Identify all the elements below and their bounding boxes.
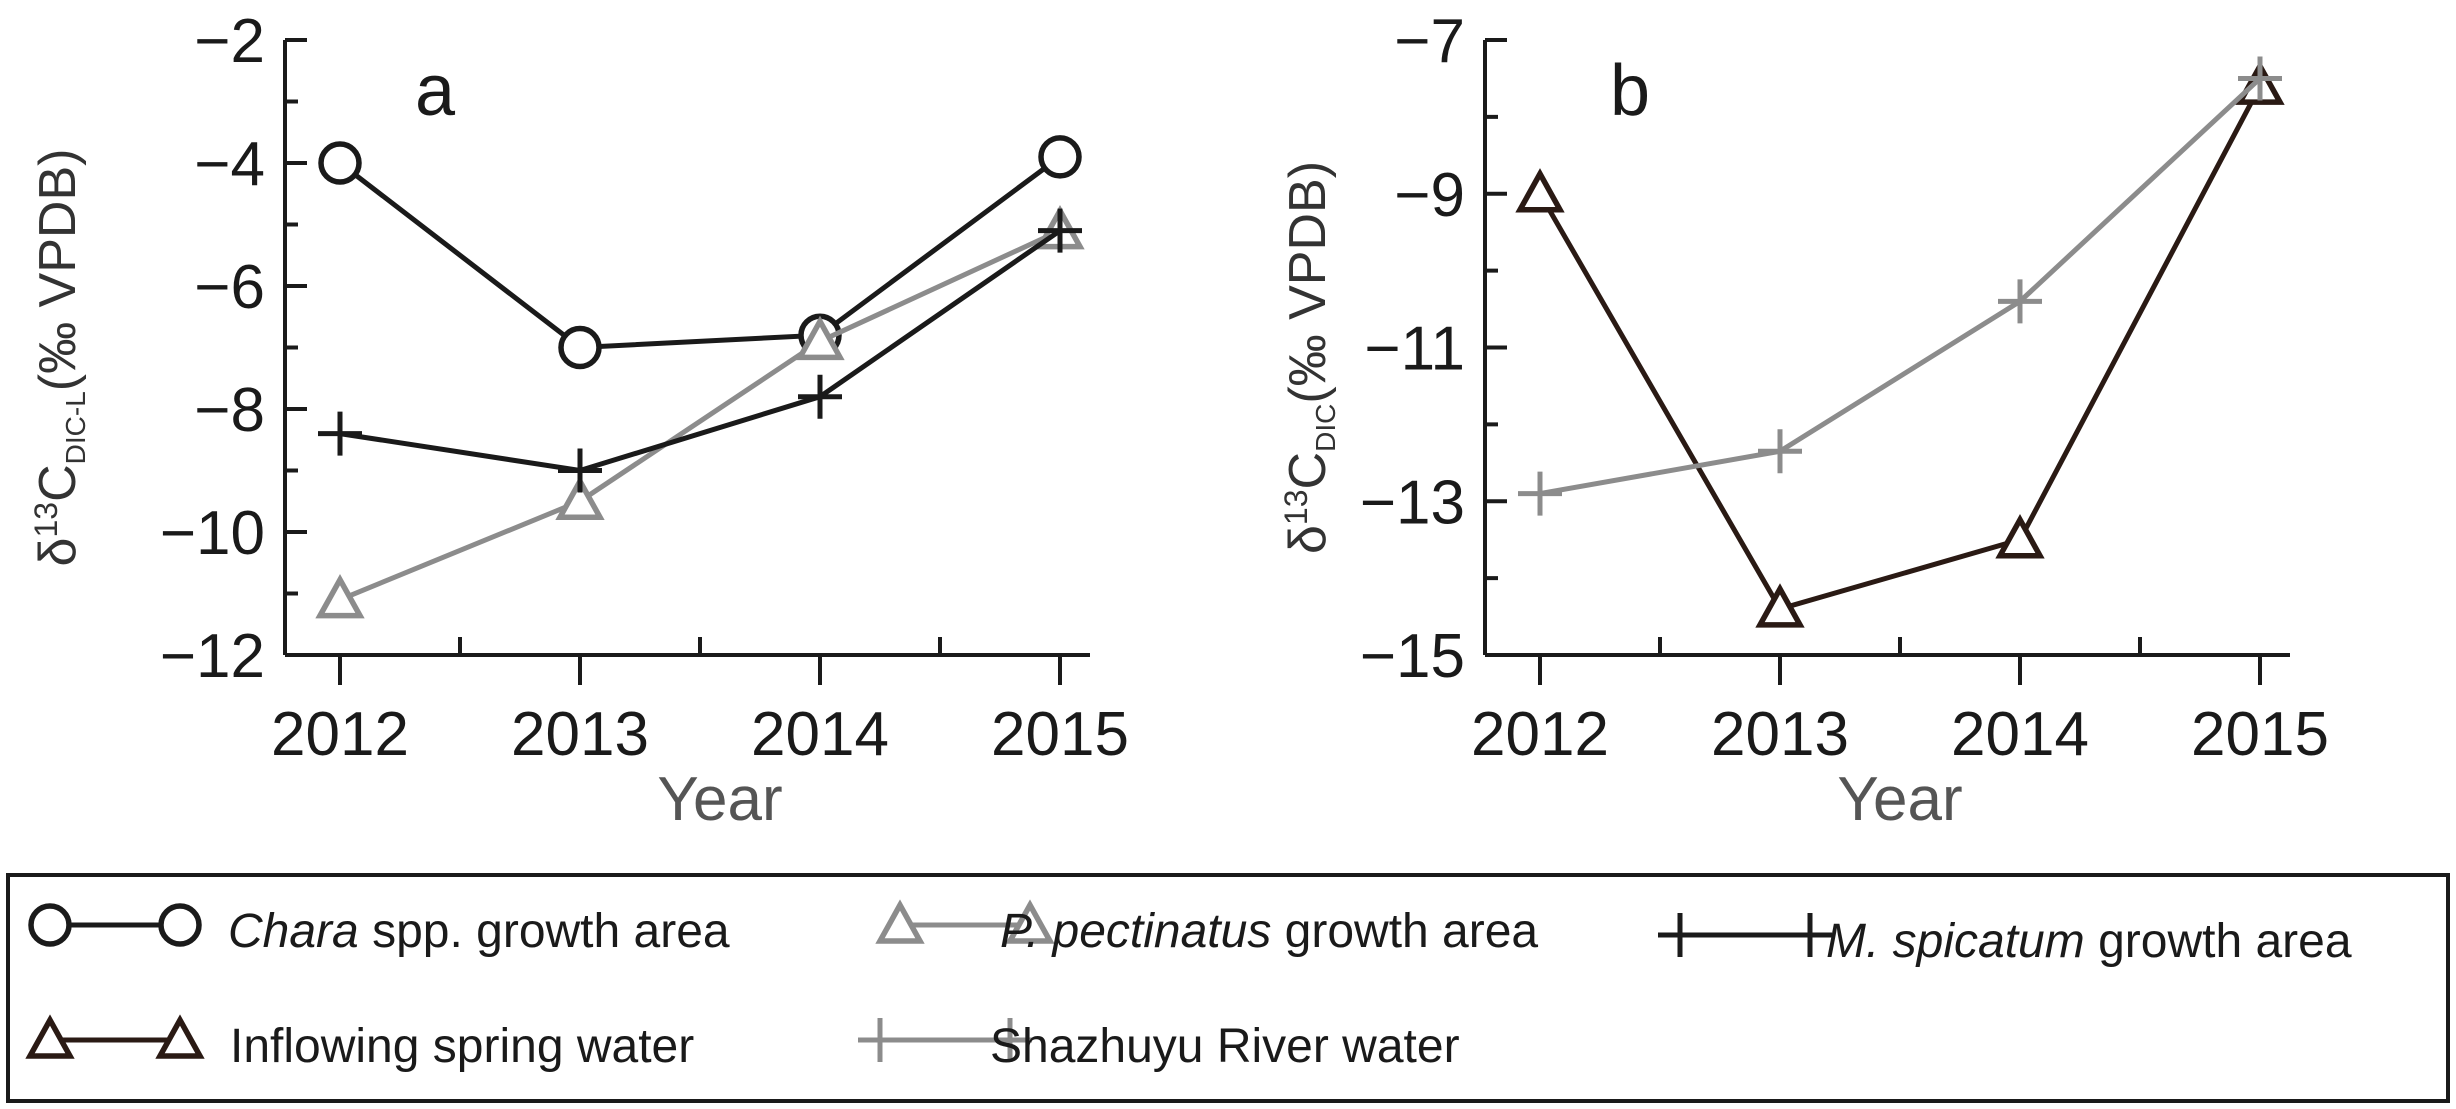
legend: Chara spp. growth area P. pectinatus grow… [6, 873, 2450, 1103]
x-axis-title: Year [1837, 765, 1962, 834]
x-tick-label: 2014 [1951, 700, 2089, 769]
legend-entry-1: P. pectinatus growth area [875, 899, 1538, 958]
legend-marker [1788, 913, 1832, 957]
y-tick-label: −15 [1360, 622, 1465, 691]
x-tick-label: 2015 [2191, 700, 2329, 769]
y-tick-label: −7 [1394, 7, 1465, 76]
y-title-delta: δ [1279, 525, 1337, 554]
series-plus-1 [1518, 56, 2282, 516]
y-title-main: C [1279, 452, 1337, 490]
legend-label-text: spp. growth area [359, 905, 730, 958]
legend-label-text: Shazhuyu River water [990, 1020, 1460, 1073]
y-title-sup: 13 [1278, 489, 1314, 525]
data-point [315, 573, 365, 619]
legend-label: P. pectinatus growth area [1000, 905, 1538, 958]
data-point [318, 141, 362, 185]
data-point [318, 411, 362, 456]
data-point [1995, 514, 2045, 559]
data-point [795, 315, 845, 361]
y-title-unit: (‰ VPDB) [1279, 161, 1337, 404]
data-point [798, 374, 842, 419]
legend-label-text: growth area [1271, 905, 1538, 958]
panel-label: b [1610, 51, 1650, 131]
legend-label-italic: M. spicatum [1826, 915, 2085, 968]
y-tick-label: −12 [160, 622, 265, 691]
x-axis-title: Year [657, 765, 782, 834]
data-point [558, 325, 602, 370]
legend-marker [1658, 913, 1702, 957]
legend-label-text: Inflowing spring water [230, 1020, 694, 1073]
legend-label-italic: Chara [228, 905, 359, 958]
legend-marker [858, 1018, 902, 1062]
panel-b: −15 −13 −11 −9 −7 2012 2013 2014 2015 Year δ13CDIC… [1278, 7, 2329, 834]
legend-entry-3: Inflowing spring water [25, 1014, 694, 1073]
series-triangle-0 [1515, 60, 2285, 628]
y-title-delta: δ [29, 538, 87, 567]
x-tick-label: 2014 [751, 700, 889, 769]
y-title-sup: 13 [28, 502, 64, 538]
x-tick-label: 2015 [991, 700, 1129, 769]
y-axis-title: δ13CDIC(‰ VPDB) [1278, 161, 1341, 554]
panel-label: a [415, 51, 456, 131]
y-tick-label: −8 [194, 376, 265, 445]
legend-marker [988, 1018, 1032, 1062]
y-title-sub: DIC-L [60, 391, 91, 464]
series-line [1537, 84, 2263, 612]
y-tick-label: −2 [194, 7, 265, 76]
legend-entry-4: Shazhuyu River water [858, 1018, 1460, 1073]
legend-label-text: growth area [2085, 915, 2352, 968]
y-tick-label: −11 [1364, 315, 1465, 384]
data-point [1518, 471, 1562, 516]
y-tick-label: −4 [194, 130, 265, 199]
x-tick-label: 2012 [1471, 700, 1609, 769]
series-line [339, 228, 1062, 602]
data-point [1758, 429, 1802, 474]
legend-label-italic: P. pectinatus [1000, 905, 1271, 958]
series-plus-2 [318, 208, 1082, 493]
legend-marker [155, 1014, 205, 1059]
y-tick-label: −9 [1394, 161, 1465, 230]
legend-marker [875, 899, 925, 944]
legend-entry-0: Chara spp. growth area [28, 903, 730, 958]
data-point [1515, 168, 1565, 213]
x-tick-label: 2013 [511, 700, 649, 769]
legend-marker [158, 903, 202, 947]
series-line [338, 154, 1062, 351]
series-triangle-1 [315, 204, 1085, 619]
y-tick-label: −10 [160, 499, 265, 568]
data-point [1755, 583, 1805, 628]
y-tick-label: −6 [194, 253, 265, 322]
legend-label: Chara spp. growth area [228, 905, 730, 958]
legend-marker [28, 903, 72, 947]
y-title-sub: DIC [1310, 404, 1341, 452]
data-point [558, 448, 602, 493]
series-circle-0 [318, 135, 1082, 370]
data-point [1038, 208, 1082, 253]
legend-label: Shazhuyu River water [990, 1020, 1460, 1073]
legend-box [6, 873, 2450, 1103]
legend-entry-2: M. spicatum growth area [1658, 913, 2352, 968]
y-axis-title: δ13CDIC-L(‰ VPDB) [28, 149, 91, 567]
data-point [555, 475, 605, 520]
panel-a: −12 −10 −8 −6 −4 −2 2012 2013 2014 2015 Year δ13CDI… [28, 7, 1129, 834]
series-line [1539, 76, 2262, 497]
y-tick-label: −13 [1360, 468, 1465, 537]
y-title-unit: (‰ VPDB) [29, 149, 87, 392]
data-point [1998, 279, 2042, 324]
x-tick-label: 2013 [1711, 700, 1849, 769]
y-title-main: C [29, 464, 87, 502]
data-point [1038, 135, 1082, 179]
legend-marker [25, 1014, 75, 1059]
legend-marker [1005, 899, 1055, 944]
x-tick-label: 2012 [271, 700, 409, 769]
data-point [2238, 56, 2282, 101]
legend-label: Inflowing spring water [230, 1020, 694, 1073]
series-line [339, 228, 1062, 474]
legend-label: M. spicatum growth area [1826, 915, 2352, 968]
